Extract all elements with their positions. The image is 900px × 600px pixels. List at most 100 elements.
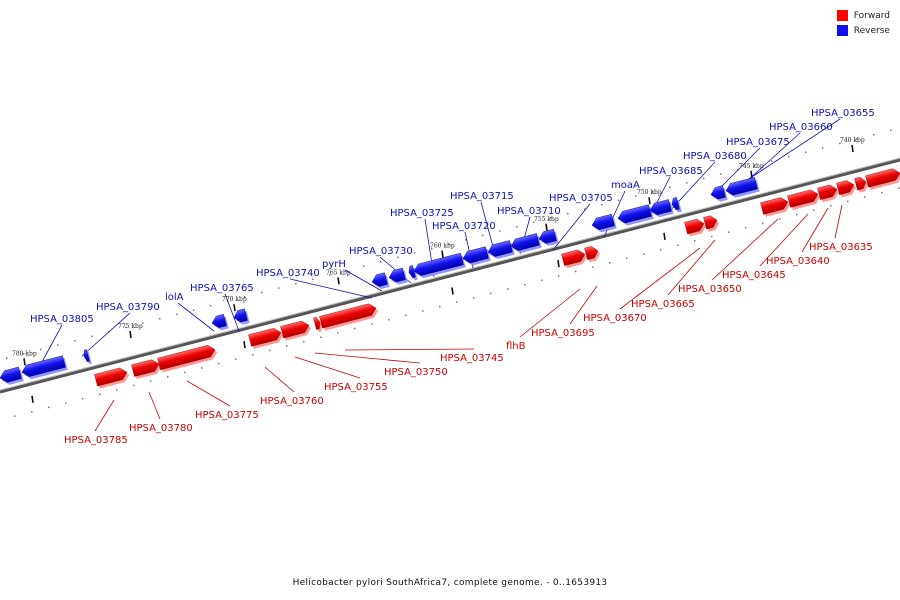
legend-reverse: Reverse <box>836 23 890 38</box>
tick-dot <box>558 275 560 277</box>
tick-dot <box>252 354 254 356</box>
reverse-gene-label: HPSA_03655 <box>811 108 875 119</box>
reverse-gene-label: HPSA_03715 <box>450 191 514 202</box>
tick-dot <box>660 248 662 251</box>
tick-dot <box>286 345 288 347</box>
scale-tick-mark <box>243 340 246 349</box>
tick-dot <box>490 292 492 295</box>
tick-dot <box>856 138 858 140</box>
tick-dot <box>830 205 832 207</box>
forward-gene-label: HPSA_03780 <box>129 423 193 434</box>
leader-line <box>186 380 231 407</box>
reverse-gene-arrow <box>0 366 24 385</box>
forward-gene-label: HPSA_03760 <box>260 396 324 407</box>
reverse-gene-arrow <box>83 349 92 365</box>
reverse-swatch <box>836 25 848 36</box>
forward-gene-arrow <box>817 184 840 203</box>
scale-tick-mark <box>31 395 34 403</box>
forward-gene-arrow <box>836 180 857 198</box>
tick-dot <box>745 226 747 229</box>
tick-dot <box>31 411 33 413</box>
forward-gene-arrow <box>760 197 791 217</box>
tick-dot <box>14 415 16 417</box>
tick-dot <box>881 191 883 194</box>
tick-dot <box>82 397 84 400</box>
tick-dot <box>694 240 696 242</box>
reverse-gene-label: moaA <box>611 180 640 191</box>
tick-dot <box>380 261 382 263</box>
tick-dot <box>261 291 263 294</box>
tick-dot <box>499 230 501 232</box>
reverse-gene-label: HPSA_03740 <box>256 268 320 279</box>
leader-line <box>801 207 829 253</box>
forward-gene-arrow <box>94 367 130 389</box>
scale-tick-label: 740 kbp <box>840 137 865 144</box>
reverse-gene-label: pyrH <box>322 259 346 270</box>
tick-dot <box>6 357 8 359</box>
reverse-gene-arrow <box>211 313 229 331</box>
tick-dot <box>456 301 458 303</box>
scale-tick-label: 745 kbp <box>739 163 764 170</box>
leader-line <box>289 278 373 299</box>
tick-dot <box>48 406 50 409</box>
scale-tick-mark <box>545 223 548 231</box>
tick-dot <box>354 327 356 330</box>
forward-gene-arrow <box>319 303 379 331</box>
scale-tick-label: 775 kbp <box>118 323 143 330</box>
tick-dot <box>40 348 42 351</box>
reverse-gene-arrow <box>487 240 515 260</box>
scale-tick-mark <box>441 250 444 258</box>
tick-dot <box>516 225 518 228</box>
forward-gene-label: HPSA_03650 <box>678 284 742 295</box>
reverse-gene-arrow <box>371 272 390 289</box>
reverse-gene-label: HPSA_03790 <box>96 302 160 313</box>
tick-dot <box>575 270 577 273</box>
forward-gene-arrow <box>313 317 323 333</box>
tick-dot <box>864 196 866 198</box>
tick-dot <box>779 218 781 220</box>
tick-dot <box>609 262 611 264</box>
tick-dot <box>99 393 101 395</box>
scale-tick-label: 765 kbp <box>326 269 351 276</box>
scale-tick-mark <box>129 330 132 339</box>
tick-dot <box>278 287 280 289</box>
tick-dot <box>218 362 220 365</box>
tick-dot <box>363 265 365 267</box>
forward-gene-arrow <box>865 168 900 190</box>
forward-gene-arrow <box>131 359 162 380</box>
scale-tick-label: 760 kbp <box>430 243 455 250</box>
forward-gene-label: HPSA_03695 <box>531 328 595 339</box>
forward-gene-label: HPSA_03750 <box>384 367 448 378</box>
reverse-gene-label: HPSA_03680 <box>683 151 747 162</box>
tick-dot <box>133 384 135 387</box>
forward-gene-arrow <box>561 249 588 269</box>
tick-dot <box>193 309 195 311</box>
tick-dot <box>473 297 475 299</box>
leader-line <box>619 247 701 310</box>
tick-dot <box>397 256 399 259</box>
forward-gene-arrow <box>684 218 707 237</box>
tick-dot <box>482 234 484 237</box>
tick-dot <box>176 313 178 316</box>
reverse-gene-arrow <box>388 267 408 285</box>
leader-line <box>81 312 131 357</box>
scale-tick-mark <box>851 144 854 153</box>
tick-dot <box>805 151 807 153</box>
tick-dot <box>584 208 586 210</box>
genome-caption: Helicobacter pylori SouthAfrica7, comple… <box>292 578 608 588</box>
leader-line <box>667 239 716 296</box>
tick-dot <box>762 222 764 225</box>
forward-gene-arrow <box>584 246 601 263</box>
tick-dot <box>652 190 654 193</box>
tick-dot <box>142 322 144 324</box>
leader-line <box>569 285 598 325</box>
reverse-gene-label: HPSA_03725 <box>390 208 454 219</box>
scale-tick-mark <box>337 277 340 285</box>
scale-tick-mark <box>233 304 236 312</box>
tick-dot <box>541 279 543 282</box>
reverse-gene-arrow <box>408 265 418 281</box>
tick-dot <box>601 204 603 206</box>
leader-line <box>177 302 215 332</box>
reverse-gene-arrow <box>462 246 491 266</box>
